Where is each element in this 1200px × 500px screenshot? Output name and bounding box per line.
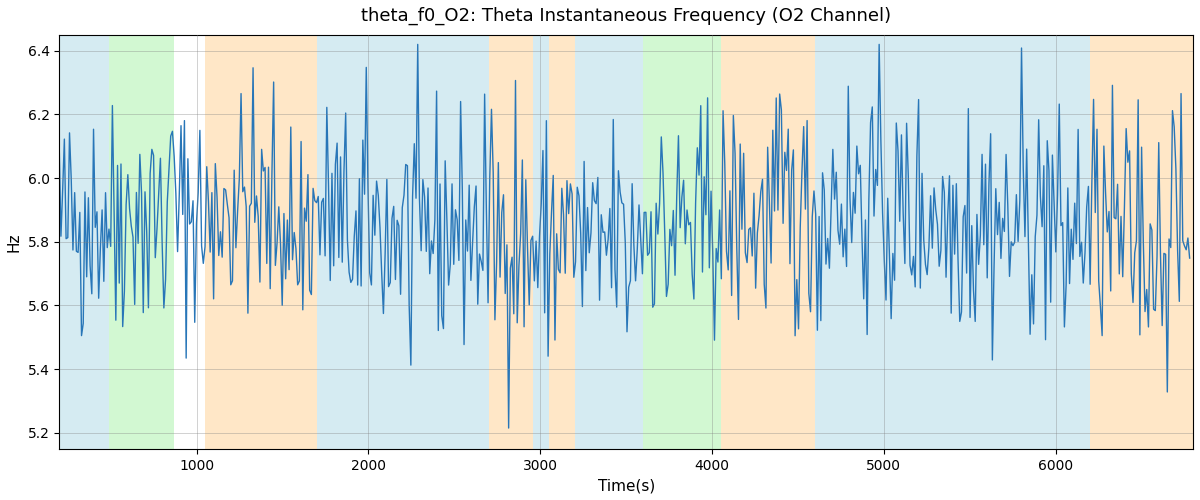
Bar: [533, 35, 548, 449]
Bar: [205, 35, 317, 449]
X-axis label: Time(s): Time(s): [598, 478, 655, 493]
Y-axis label: Hz: Hz: [7, 232, 22, 252]
Bar: [59, 35, 109, 449]
Bar: [548, 35, 575, 449]
Bar: [703, 35, 721, 449]
Bar: [721, 35, 815, 449]
Bar: [575, 35, 643, 449]
Title: theta_f0_O2: Theta Instantaneous Frequency (O2 Channel): theta_f0_O2: Theta Instantaneous Frequen…: [361, 7, 892, 25]
Bar: [815, 35, 1090, 449]
Bar: [643, 35, 703, 449]
Bar: [1090, 35, 1193, 449]
Bar: [109, 35, 174, 449]
Bar: [488, 35, 533, 449]
Bar: [317, 35, 488, 449]
